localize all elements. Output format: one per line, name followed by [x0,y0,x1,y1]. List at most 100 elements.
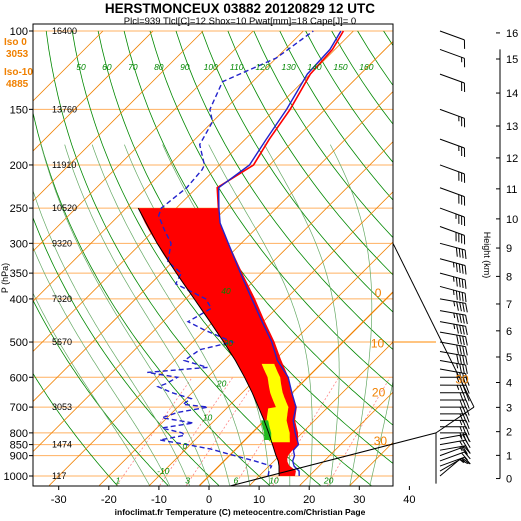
wind-barb-flag [459,385,464,394]
guide-line [229,432,437,487]
dry-adiabat-label: 50 [76,62,86,72]
isotherm-line [99,191,393,486]
mixing-ratio-line [186,377,259,486]
wind-barb-flag [462,406,467,416]
wind-barb-staff [439,258,466,266]
height-tick-label: 7 [506,299,512,311]
wind-barb-flag [462,392,467,402]
wind-barb-flag [462,302,465,312]
wind-barb-flag [462,440,468,449]
wind-barb-staff [439,242,466,251]
wind-barb-flag [459,435,463,440]
pressure-tick-label: 200 [10,160,28,172]
dry-adiabat-line [253,30,393,239]
temperature-tick-label: 10 [253,494,265,506]
wind-barb-staff [439,451,465,462]
wind-barb-flag [465,364,468,374]
wind-barb-flag [461,279,464,289]
wind-barb-flag [461,249,464,259]
dry-adiabat-line [227,30,393,276]
wind-barb-staff [439,73,465,84]
isotherm-line [249,341,393,486]
sounding-series [137,30,345,477]
wind-barb-flag [462,445,468,455]
geopotential-height-label: 13760 [52,104,77,114]
dry-adiabat-label: 60 [102,62,112,72]
parcel-series [137,207,280,477]
isotherm-line [33,30,254,252]
mixing-ratio-label: 10 [269,476,279,486]
dry-adiabat-label: 10 [203,412,213,422]
wind-barb-flag [453,324,456,330]
wind-barb-flag [459,345,462,355]
wind-barb-flag [459,432,463,438]
height-tick-label: 0 [506,474,512,486]
wind-barb-flag [453,301,456,307]
wind-barb-flag [465,373,468,383]
pressure-tick-label: 150 [10,104,28,116]
wind-barb-staff [439,285,466,294]
isotherm-label: 30 [374,434,388,448]
wind-barb-flag [462,432,467,442]
height-tick-label: 13 [506,121,518,133]
wind-barb-flag [465,315,468,325]
height-tick-label: 11 [506,184,517,196]
wind-barb-flag [462,364,465,374]
mixing-ratio-line [116,377,193,486]
wind-barb-flag [455,263,458,273]
guide-line [392,243,475,408]
wind-barb-flag [462,426,467,436]
pressure-tick-label: 600 [10,372,28,384]
wind-barb-staff [439,48,465,59]
wind-barb-flag [462,325,465,335]
geopotential-height-label: 1474 [52,440,72,450]
wind-barb-flag [459,399,464,409]
wind-barb-flag [459,392,464,402]
wind-barb-staff [439,456,465,467]
wind-barb-flag [462,345,465,355]
wind-barb-flag [459,302,462,312]
pressure-tick-label: 900 [10,451,28,463]
dry-adiabat-label: 140 [307,62,321,72]
moist-adiabat-line [264,144,340,486]
geopotential-height-label: 117 [52,471,66,481]
wind-barb-flag [465,355,468,365]
mixing-ratio-label: 1 [116,476,121,486]
wind-barb-flag [455,277,458,287]
pressure-tick-label: 350 [10,268,28,280]
wind-barb-flag [455,247,458,257]
isotherm-label: 0 [375,286,382,300]
temperature-tick-label: 30 [353,494,365,506]
moist-adiabat-line [208,144,313,486]
isotherm-line [33,30,354,352]
wind-barb-flag [462,399,467,409]
wind-barb-flag [456,324,459,334]
wind-barb-flag [453,313,456,319]
wind-barb-flag [459,363,462,373]
wind-barb-flag [465,346,468,356]
wind-barb-staff [439,321,466,327]
dry-adiabat-line [149,30,393,388]
wind-barb-flag [459,314,462,323]
wind-barb-flag [465,426,470,436]
pressure-tick-label: 850 [10,440,28,452]
wind-barb-staff [439,359,466,366]
moist-adiabat-line [33,292,150,486]
wind-barb-flag [465,336,468,346]
isotherm-label: 30 [455,373,469,387]
wind-barb-staff [439,164,465,175]
isotherm-line [33,30,204,202]
dewpoint-series [147,30,314,477]
temperature-tick-label: 40 [403,494,415,506]
guide-line [435,406,475,434]
wind-barb-flag [459,446,463,452]
plot-frame [32,23,394,487]
dry-adiabat-label: 20 [216,379,227,389]
dry-adiabat-line [33,299,169,486]
dry-adiabat-label: 130 [282,62,296,72]
height-tick-label: 2 [506,427,512,439]
